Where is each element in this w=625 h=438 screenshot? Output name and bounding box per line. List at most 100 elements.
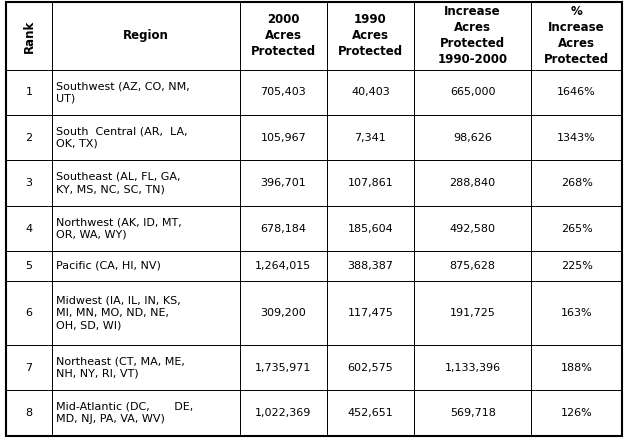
Text: 1,735,971: 1,735,971 bbox=[255, 363, 311, 373]
Bar bbox=[52, 280, 239, 345]
Text: 98,626: 98,626 bbox=[453, 133, 492, 143]
Text: 1,264,015: 1,264,015 bbox=[255, 261, 311, 271]
Text: Mid-Atlantic (DC,       DE,
MD, NJ, PA, VA, WV): Mid-Atlantic (DC, DE, MD, NJ, PA, VA, WV… bbox=[56, 402, 193, 424]
Bar bbox=[414, 251, 531, 280]
Bar bbox=[239, 345, 327, 390]
Text: 492,580: 492,580 bbox=[449, 223, 496, 233]
Text: 3: 3 bbox=[26, 178, 32, 188]
Bar bbox=[414, 390, 531, 436]
Text: 117,475: 117,475 bbox=[348, 308, 393, 318]
Bar bbox=[531, 280, 622, 345]
Text: 388,387: 388,387 bbox=[348, 261, 393, 271]
Text: 185,604: 185,604 bbox=[348, 223, 393, 233]
Text: 5: 5 bbox=[26, 261, 32, 271]
Text: 6: 6 bbox=[26, 308, 32, 318]
Text: %
Increase
Acres
Protected: % Increase Acres Protected bbox=[544, 5, 609, 67]
Bar bbox=[239, 160, 327, 206]
Bar bbox=[239, 115, 327, 160]
Bar bbox=[239, 390, 327, 436]
Text: 7: 7 bbox=[26, 363, 32, 373]
Text: Region: Region bbox=[122, 29, 169, 42]
Bar bbox=[239, 2, 327, 70]
Bar bbox=[531, 345, 622, 390]
Bar bbox=[414, 345, 531, 390]
Bar bbox=[327, 115, 414, 160]
Bar bbox=[6, 280, 52, 345]
Text: 1: 1 bbox=[26, 87, 32, 97]
Text: Southwest (AZ, CO, NM,
UT): Southwest (AZ, CO, NM, UT) bbox=[56, 81, 189, 103]
Bar bbox=[52, 70, 239, 115]
Text: Rank: Rank bbox=[22, 19, 36, 53]
Text: 288,840: 288,840 bbox=[449, 178, 496, 188]
Text: 4: 4 bbox=[26, 223, 32, 233]
Bar bbox=[52, 345, 239, 390]
Bar bbox=[239, 206, 327, 251]
Bar bbox=[52, 2, 239, 70]
Bar bbox=[6, 206, 52, 251]
Bar bbox=[414, 2, 531, 70]
Text: Pacific (CA, HI, NV): Pacific (CA, HI, NV) bbox=[56, 261, 161, 271]
Bar bbox=[414, 280, 531, 345]
Text: 191,725: 191,725 bbox=[450, 308, 496, 318]
Bar bbox=[6, 390, 52, 436]
Bar bbox=[327, 2, 414, 70]
Bar bbox=[531, 206, 622, 251]
Text: 107,861: 107,861 bbox=[348, 178, 393, 188]
Text: 396,701: 396,701 bbox=[261, 178, 306, 188]
Bar bbox=[52, 390, 239, 436]
Bar bbox=[327, 70, 414, 115]
Text: 875,628: 875,628 bbox=[449, 261, 496, 271]
Bar bbox=[239, 280, 327, 345]
Text: South  Central (AR,  LA,
OK, TX): South Central (AR, LA, OK, TX) bbox=[56, 127, 188, 149]
Bar bbox=[6, 345, 52, 390]
Bar bbox=[6, 2, 52, 70]
Bar bbox=[327, 251, 414, 280]
Bar bbox=[327, 206, 414, 251]
Text: Northwest (AK, ID, MT,
OR, WA, WY): Northwest (AK, ID, MT, OR, WA, WY) bbox=[56, 217, 181, 240]
Text: 8: 8 bbox=[26, 408, 32, 418]
Bar bbox=[531, 390, 622, 436]
Bar bbox=[6, 160, 52, 206]
Text: 2: 2 bbox=[26, 133, 32, 143]
Bar bbox=[531, 251, 622, 280]
Text: 602,575: 602,575 bbox=[348, 363, 393, 373]
Bar bbox=[414, 206, 531, 251]
Bar bbox=[52, 115, 239, 160]
Bar bbox=[239, 251, 327, 280]
Bar bbox=[531, 160, 622, 206]
Bar bbox=[6, 70, 52, 115]
Bar bbox=[531, 2, 622, 70]
Text: 105,967: 105,967 bbox=[261, 133, 306, 143]
Text: 665,000: 665,000 bbox=[450, 87, 496, 97]
Bar bbox=[327, 160, 414, 206]
Text: 1646%: 1646% bbox=[558, 87, 596, 97]
Text: 678,184: 678,184 bbox=[260, 223, 306, 233]
Text: 1,022,369: 1,022,369 bbox=[255, 408, 311, 418]
Text: 309,200: 309,200 bbox=[261, 308, 306, 318]
Bar bbox=[327, 280, 414, 345]
Bar bbox=[531, 70, 622, 115]
Text: 569,718: 569,718 bbox=[450, 408, 496, 418]
Text: 163%: 163% bbox=[561, 308, 592, 318]
Bar bbox=[52, 160, 239, 206]
Bar bbox=[327, 345, 414, 390]
Bar bbox=[6, 251, 52, 280]
Text: 1990
Acres
Protected: 1990 Acres Protected bbox=[338, 14, 403, 58]
Text: 705,403: 705,403 bbox=[261, 87, 306, 97]
Text: Southeast (AL, FL, GA,
KY, MS, NC, SC, TN): Southeast (AL, FL, GA, KY, MS, NC, SC, T… bbox=[56, 172, 180, 194]
Text: 188%: 188% bbox=[561, 363, 592, 373]
Text: 1343%: 1343% bbox=[558, 133, 596, 143]
Bar bbox=[414, 70, 531, 115]
Bar bbox=[52, 251, 239, 280]
Bar bbox=[6, 115, 52, 160]
Text: 225%: 225% bbox=[561, 261, 592, 271]
Bar bbox=[327, 390, 414, 436]
Text: Midwest (IA, IL, IN, KS,
MI, MN, MO, ND, NE,
OH, SD, WI): Midwest (IA, IL, IN, KS, MI, MN, MO, ND,… bbox=[56, 295, 181, 330]
Bar bbox=[414, 115, 531, 160]
Bar bbox=[239, 70, 327, 115]
Text: 452,651: 452,651 bbox=[348, 408, 393, 418]
Text: 7,341: 7,341 bbox=[354, 133, 386, 143]
Text: 126%: 126% bbox=[561, 408, 592, 418]
Text: 40,403: 40,403 bbox=[351, 87, 390, 97]
Bar bbox=[531, 115, 622, 160]
